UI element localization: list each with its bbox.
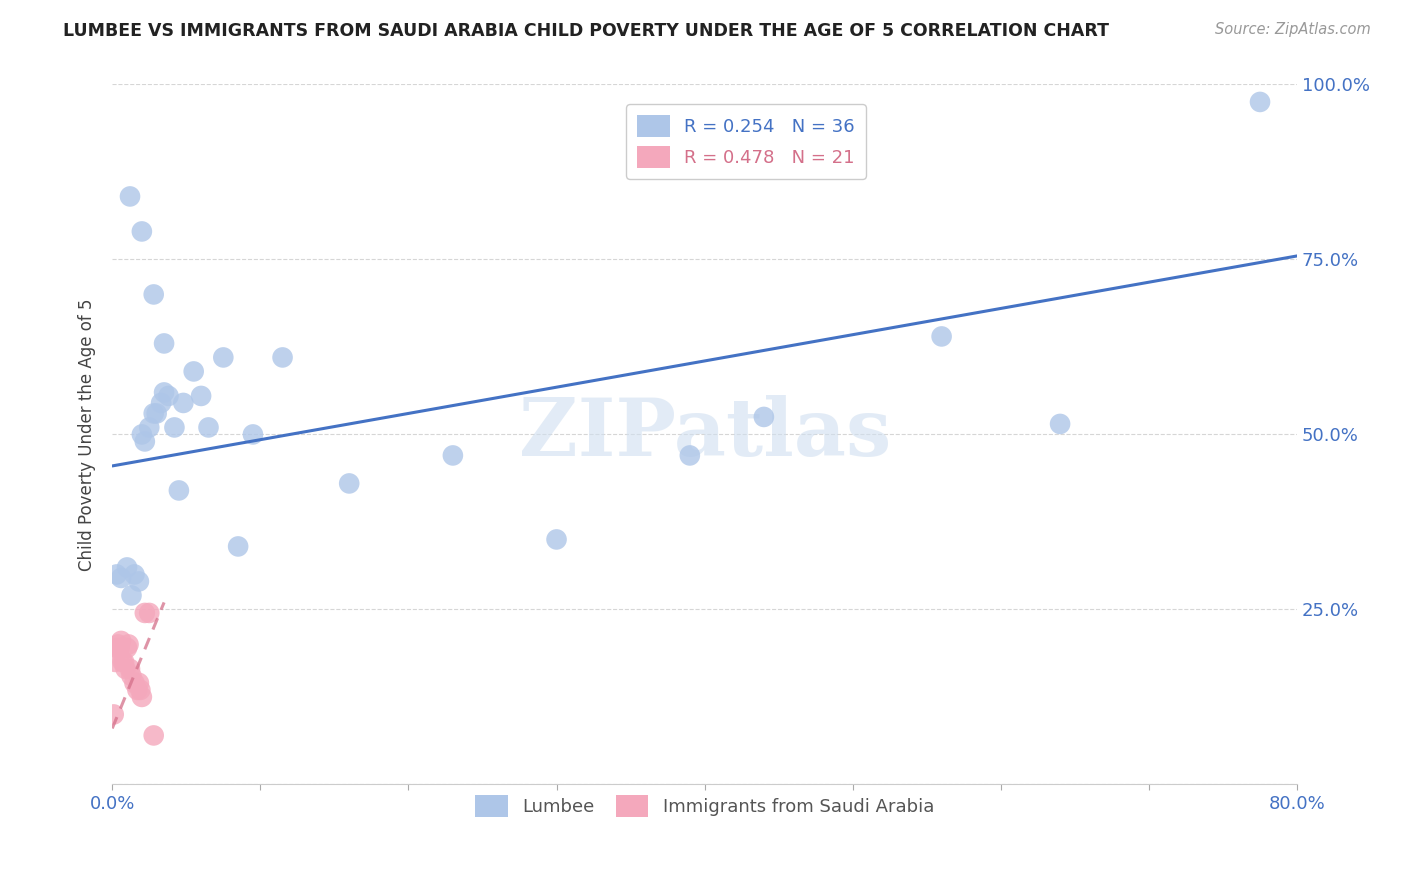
Point — [128, 676, 150, 690]
Point — [142, 287, 165, 301]
Point — [115, 640, 138, 655]
Point — [138, 606, 160, 620]
Point — [115, 560, 138, 574]
Point — [112, 655, 135, 669]
Point — [163, 420, 186, 434]
Point — [131, 427, 153, 442]
Point — [131, 224, 153, 238]
Point — [118, 662, 141, 676]
Point — [117, 637, 139, 651]
Point — [105, 640, 128, 655]
Point — [271, 351, 294, 365]
Point — [134, 606, 156, 620]
Point — [679, 449, 702, 463]
Point — [242, 427, 264, 442]
Point — [190, 389, 212, 403]
Point — [138, 420, 160, 434]
Point — [197, 420, 219, 434]
Point — [129, 682, 152, 697]
Point — [131, 690, 153, 704]
Point — [118, 189, 141, 203]
Point — [183, 364, 205, 378]
Point — [103, 707, 125, 722]
Point — [111, 655, 134, 669]
Point — [226, 540, 249, 554]
Text: LUMBEE VS IMMIGRANTS FROM SAUDI ARABIA CHILD POVERTY UNDER THE AGE OF 5 CORRELAT: LUMBEE VS IMMIGRANTS FROM SAUDI ARABIA C… — [63, 22, 1109, 40]
Point — [150, 396, 173, 410]
Point — [337, 476, 360, 491]
Point — [121, 669, 143, 683]
Point — [114, 662, 136, 676]
Point — [142, 728, 165, 742]
Point — [172, 396, 194, 410]
Legend: Lumbee, Immigrants from Saudi Arabia: Lumbee, Immigrants from Saudi Arabia — [468, 788, 942, 824]
Point — [107, 637, 129, 651]
Point — [110, 571, 132, 585]
Point — [167, 483, 190, 498]
Point — [124, 676, 146, 690]
Point — [110, 634, 132, 648]
Point — [752, 409, 775, 424]
Point — [441, 449, 464, 463]
Point — [153, 385, 176, 400]
Point — [104, 655, 127, 669]
Point — [105, 567, 128, 582]
Point — [108, 640, 131, 655]
Point — [128, 574, 150, 589]
Point — [931, 329, 953, 343]
Text: Source: ZipAtlas.com: Source: ZipAtlas.com — [1215, 22, 1371, 37]
Point — [212, 351, 235, 365]
Point — [127, 682, 149, 697]
Y-axis label: Child Poverty Under the Age of 5: Child Poverty Under the Age of 5 — [79, 298, 96, 571]
Text: ZIPatlas: ZIPatlas — [519, 395, 891, 474]
Point — [124, 567, 146, 582]
Point — [1049, 417, 1071, 431]
Point — [1249, 95, 1271, 109]
Point — [546, 533, 568, 547]
Point — [121, 589, 143, 603]
Point — [142, 406, 165, 420]
Point — [153, 336, 176, 351]
Point — [157, 389, 180, 403]
Point — [145, 406, 167, 420]
Point — [134, 434, 156, 449]
